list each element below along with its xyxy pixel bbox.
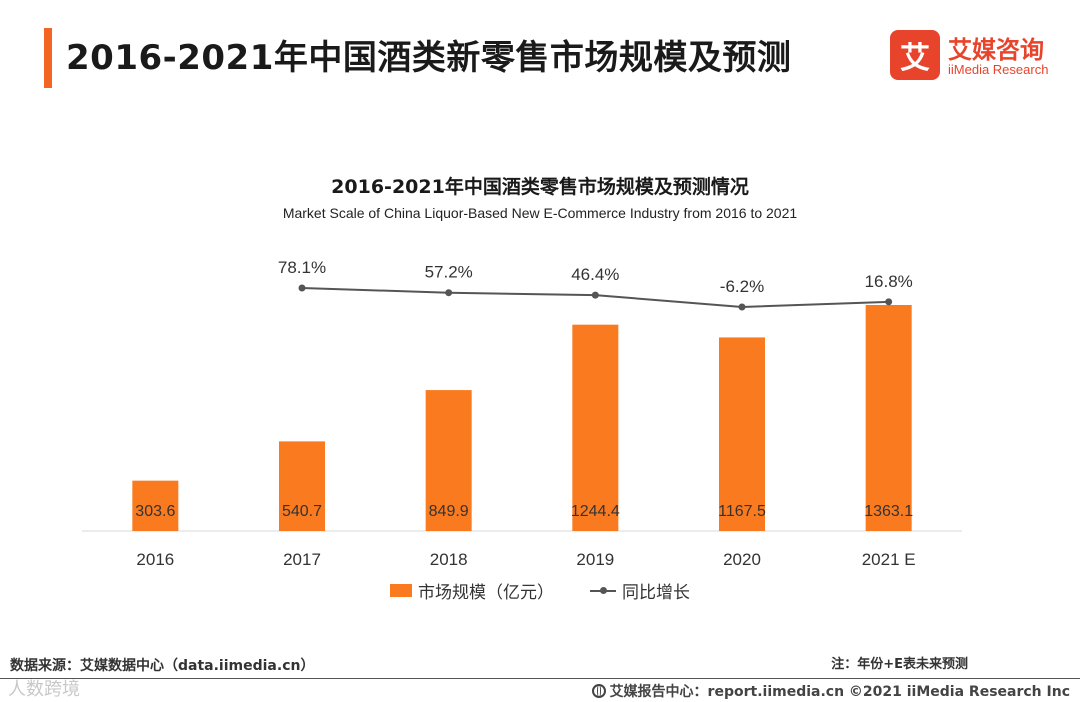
x-tick-label: 2020 [723, 550, 761, 569]
bar-value-label: 303.6 [135, 503, 175, 520]
growth-point [445, 289, 453, 297]
legend-label-market-scale: 市场规模（亿元） [418, 583, 554, 603]
x-tick-label: 2018 [430, 550, 468, 569]
bar-2018 [425, 390, 472, 531]
growth-point [591, 291, 599, 299]
watermark: 人数跨境 [8, 679, 80, 700]
title-accent-bar [44, 28, 52, 88]
x-tick-label: 2019 [576, 550, 614, 569]
bar-2020 [719, 337, 765, 531]
forecast-note: 注：年份+E表未来预测 [831, 657, 968, 672]
growth-value-label: 57.2% [425, 263, 473, 282]
brand-name-en: iiMedia Research [948, 62, 1049, 77]
bar-2021-E [865, 305, 912, 531]
data-source: 数据来源：艾媒数据中心（data.iimedia.cn） [10, 658, 315, 674]
growth-point [885, 298, 893, 306]
brand-mark-icon: 艾 [890, 30, 940, 80]
globe-icon [591, 684, 606, 698]
legend-label-growth: 同比增长 [622, 583, 690, 603]
bar-value-label: 1244.4 [571, 503, 620, 520]
bar-value-label: 849.9 [429, 503, 469, 520]
x-tick-label: 2021 E [862, 550, 916, 569]
bar-2016 [132, 480, 179, 531]
page-title: 2016-2021年中国酒类新零售市场规模及预测 [66, 38, 792, 78]
bar-value-label: 540.7 [282, 503, 322, 520]
bar-value-label: 1363.1 [864, 503, 913, 520]
growth-value-label: -6.2% [720, 277, 764, 296]
x-tick-label: 2016 [136, 550, 174, 569]
growth-value-label: 16.8% [865, 272, 913, 291]
chart-subtitle: Market Scale of China Liquor-Based New E… [282, 205, 798, 221]
bar-2017 [279, 441, 325, 531]
footer-credit: 艾媒报告中心：report.iimedia.cn ©2021 iiMedia R… [591, 681, 1070, 701]
legend-item-market-scale: 市场规模（亿元） [390, 578, 554, 603]
brand-logo: 艾 艾媒咨询 iiMedia Research [890, 30, 1060, 82]
legend-line-swatch [590, 584, 616, 597]
growth-point [738, 303, 746, 311]
x-tick-label: 2017 [283, 550, 321, 569]
chart-legend: 市场规模（亿元） 同比增长 [0, 578, 1080, 603]
brand-name-cn: 艾媒咨询 [948, 36, 1044, 64]
footer-credit-text: 艾媒报告中心：report.iimedia.cn ©2021 iiMedia R… [609, 684, 1070, 700]
legend-bar-swatch [390, 584, 412, 597]
bar-2019 [572, 324, 619, 531]
legend-item-growth: 同比增长 [590, 578, 690, 603]
growth-point [298, 284, 306, 292]
growth-value-label: 46.4% [571, 265, 619, 284]
growth-value-label: 78.1% [278, 258, 326, 277]
bar-value-label: 1167.5 [718, 503, 766, 520]
chart-title: 2016-2021年中国酒类零售市场规模及预测情况 [331, 176, 749, 198]
footer-divider [0, 678, 1080, 679]
